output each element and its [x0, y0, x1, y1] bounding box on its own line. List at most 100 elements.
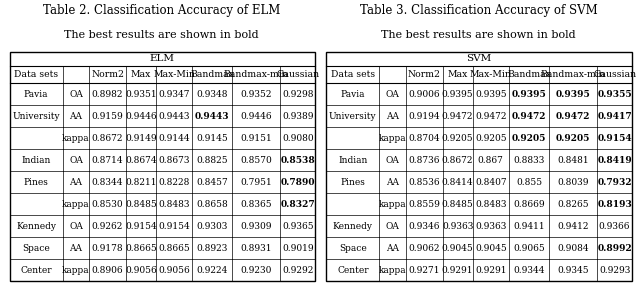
Text: 0.855: 0.855 — [516, 178, 542, 187]
Text: Max-Min: Max-Min — [470, 70, 512, 79]
Text: 0.9145: 0.9145 — [196, 134, 228, 143]
Text: 0.9291: 0.9291 — [475, 266, 506, 275]
Text: SVM: SVM — [467, 54, 492, 63]
Text: 0.9417: 0.9417 — [597, 112, 632, 121]
Text: 0.8704: 0.8704 — [408, 134, 440, 143]
Text: Bandmax-min: Bandmax-min — [224, 70, 289, 79]
Text: Bandmax-min: Bandmax-min — [541, 70, 605, 79]
Text: 0.9365: 0.9365 — [282, 222, 314, 231]
Text: Space: Space — [339, 244, 367, 253]
Text: Data sets: Data sets — [331, 70, 375, 79]
Text: 0.8669: 0.8669 — [513, 200, 545, 209]
Text: 0.9151: 0.9151 — [241, 134, 272, 143]
Text: 0.9159: 0.9159 — [92, 112, 124, 121]
Text: 0.9292: 0.9292 — [282, 266, 314, 275]
Text: 0.9472: 0.9472 — [442, 112, 474, 121]
Text: 0.9366: 0.9366 — [599, 222, 630, 231]
Text: 0.8833: 0.8833 — [513, 156, 545, 165]
Text: 0.9412: 0.9412 — [557, 222, 589, 231]
Text: 0.9194: 0.9194 — [408, 112, 440, 121]
Text: 0.9351: 0.9351 — [125, 90, 157, 99]
Text: 0.9395: 0.9395 — [475, 90, 507, 99]
Text: 0.8365: 0.8365 — [241, 200, 272, 209]
Text: AA: AA — [387, 178, 399, 187]
Text: OA: OA — [386, 90, 400, 99]
Text: Norm2: Norm2 — [408, 70, 441, 79]
Text: 0.8481: 0.8481 — [557, 156, 589, 165]
Text: AA: AA — [70, 178, 83, 187]
Text: OA: OA — [386, 222, 400, 231]
Text: Table 3. Classification Accuracy of SVM: Table 3. Classification Accuracy of SVM — [360, 4, 597, 17]
Text: 0.9293: 0.9293 — [599, 266, 630, 275]
Text: 0.8536: 0.8536 — [408, 178, 440, 187]
Text: 0.9205: 0.9205 — [556, 134, 590, 143]
Text: 0.9006: 0.9006 — [408, 90, 440, 99]
Text: 0.9446: 0.9446 — [241, 112, 272, 121]
Text: ELM: ELM — [150, 54, 175, 63]
Text: 0.9230: 0.9230 — [241, 266, 272, 275]
Text: 0.9149: 0.9149 — [125, 134, 157, 143]
Text: 0.8736: 0.8736 — [408, 156, 440, 165]
Text: 0.8265: 0.8265 — [557, 200, 589, 209]
Text: 0.9472: 0.9472 — [512, 112, 547, 121]
Text: 0.8982: 0.8982 — [92, 90, 124, 99]
Text: 0.9224: 0.9224 — [196, 266, 228, 275]
Text: 0.7932: 0.7932 — [597, 178, 632, 187]
Text: 0.9472: 0.9472 — [475, 112, 506, 121]
Text: Max: Max — [131, 70, 151, 79]
Text: 0.8923: 0.8923 — [196, 244, 228, 253]
Text: 0.8992: 0.8992 — [597, 244, 632, 253]
Text: Bandmax: Bandmax — [190, 70, 234, 79]
Text: 0.9045: 0.9045 — [442, 244, 474, 253]
Text: 0.8538: 0.8538 — [280, 156, 315, 165]
Text: Pavia: Pavia — [24, 90, 49, 99]
Text: Space: Space — [22, 244, 50, 253]
Text: Max-Min: Max-Min — [153, 70, 195, 79]
Text: OA: OA — [69, 156, 83, 165]
Text: 0.8672: 0.8672 — [442, 156, 474, 165]
Text: 0.9144: 0.9144 — [158, 134, 190, 143]
Text: kappa: kappa — [379, 200, 406, 209]
Text: 0.9045: 0.9045 — [475, 244, 507, 253]
Text: 0.8714: 0.8714 — [92, 156, 124, 165]
Bar — [10, 52, 316, 281]
Text: 0.9019: 0.9019 — [282, 244, 314, 253]
Text: Bandmax: Bandmax — [507, 70, 551, 79]
Text: 0.9298: 0.9298 — [282, 90, 314, 99]
Text: Center: Center — [337, 266, 369, 275]
Text: Norm2: Norm2 — [91, 70, 124, 79]
Text: kappa: kappa — [62, 200, 90, 209]
Bar — [326, 52, 632, 281]
Text: 0.9056: 0.9056 — [158, 266, 190, 275]
Text: OA: OA — [69, 222, 83, 231]
Text: 0.8673: 0.8673 — [158, 156, 189, 165]
Text: 0.8672: 0.8672 — [92, 134, 124, 143]
Text: kappa: kappa — [379, 266, 406, 275]
Text: 0.9443: 0.9443 — [158, 112, 189, 121]
Text: AA: AA — [70, 112, 83, 121]
Text: 0.9065: 0.9065 — [513, 244, 545, 253]
Text: 0.8344: 0.8344 — [92, 178, 124, 187]
Text: 0.8559: 0.8559 — [408, 200, 440, 209]
Text: 0.9154: 0.9154 — [597, 134, 632, 143]
Text: 0.8665: 0.8665 — [158, 244, 190, 253]
Text: 0.9411: 0.9411 — [513, 222, 545, 231]
Text: The best results are shown in bold: The best results are shown in bold — [64, 30, 259, 40]
Text: 0.8485: 0.8485 — [125, 200, 157, 209]
Text: 0.9205: 0.9205 — [475, 134, 507, 143]
Text: kappa: kappa — [379, 134, 406, 143]
Text: 0.9348: 0.9348 — [196, 90, 228, 99]
Text: 0.7890: 0.7890 — [280, 178, 315, 187]
Text: Center: Center — [20, 266, 52, 275]
Text: 0.9346: 0.9346 — [408, 222, 440, 231]
Text: 0.9355: 0.9355 — [597, 90, 632, 99]
Text: 0.8825: 0.8825 — [196, 156, 228, 165]
Text: 0.9062: 0.9062 — [408, 244, 440, 253]
Text: Gaussian: Gaussian — [593, 70, 636, 79]
Text: The best results are shown in bold: The best results are shown in bold — [381, 30, 576, 40]
Text: 0.8483: 0.8483 — [158, 200, 189, 209]
Text: AA: AA — [387, 244, 399, 253]
Text: 0.8407: 0.8407 — [475, 178, 507, 187]
Text: 0.9084: 0.9084 — [557, 244, 589, 253]
Text: 0.9309: 0.9309 — [241, 222, 272, 231]
